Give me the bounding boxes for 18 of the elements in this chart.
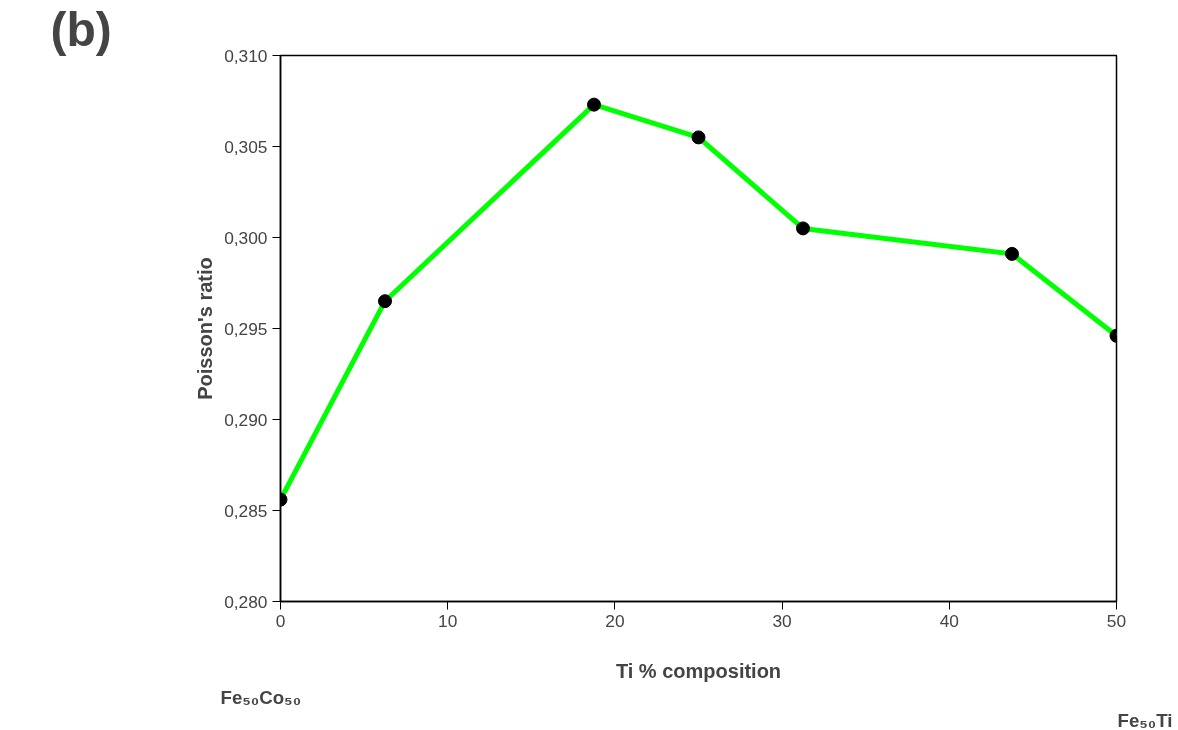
y-axis-title: Poisson's ratio [194, 257, 217, 400]
y-tick-label: 0,285 [224, 500, 268, 521]
x-axis-title: Ti % composition [615, 659, 782, 682]
y-tick-label: 0,300 [224, 227, 268, 248]
y-tick-label: 0,280 [224, 591, 268, 612]
x-tick-label: 10 [438, 610, 458, 631]
x-tick-label: 0 [275, 610, 286, 631]
y-tick-label: 0,290 [224, 409, 268, 430]
x-tick-label: 40 [939, 610, 959, 631]
x-tick-label: 20 [605, 610, 625, 631]
text: (b) [50, 2, 112, 56]
text: Fe₅₀Co₅₀ [220, 686, 302, 708]
y-tick-label: 0,310 [224, 45, 268, 66]
x-tick-label: 50 [1106, 610, 1127, 631]
x-tick-label: 30 [772, 610, 792, 631]
text: Fe₅₀Ti [1117, 709, 1173, 730]
y-tick-label: 0,305 [224, 136, 268, 157]
y-tick-label: 0,295 [224, 318, 268, 339]
